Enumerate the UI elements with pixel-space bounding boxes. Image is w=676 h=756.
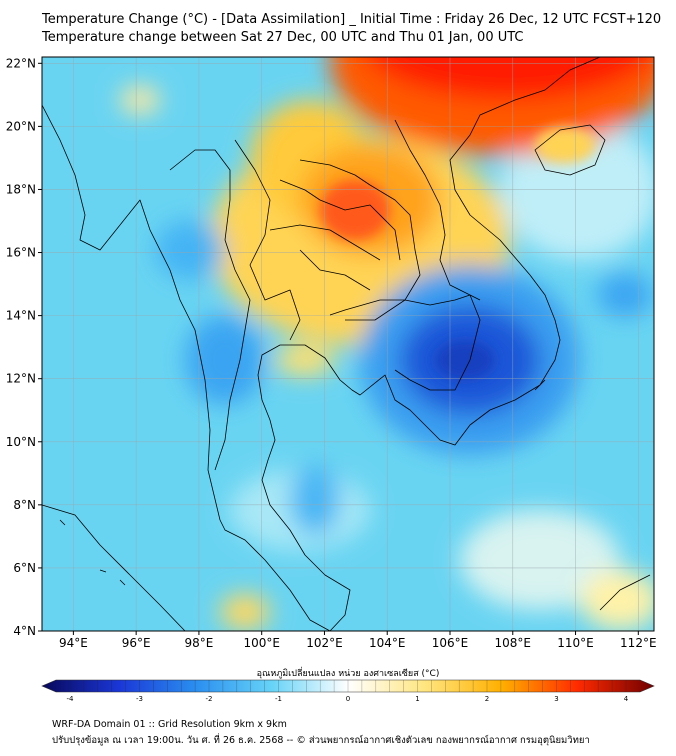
colorbar-tick-label: 0: [346, 695, 350, 703]
lon-tick-label: 110°E: [557, 636, 594, 650]
lat-tick-label: 20°N: [6, 119, 36, 133]
colorbar-tick-label: -4: [67, 695, 75, 703]
lat-tick-label: 4°N: [13, 624, 36, 638]
lon-tick-label: 102°E: [306, 636, 343, 650]
mainland-coastline: [42, 57, 601, 631]
lat-tick-label: 6°N: [13, 561, 36, 575]
lon-tick-label: 108°E: [495, 636, 532, 650]
lon-tick-label: 98°E: [184, 636, 213, 650]
laos-vietnam-border: [394, 119, 481, 301]
hainan-coast: [534, 124, 606, 176]
lon-tick-label: 100°E: [243, 636, 280, 650]
colorbar: -4 -3 -2 -1 0 1 2 3 4 อุณหภูมิเปลี่ยนแปลง หน่วย …: [41, 666, 655, 703]
lat-tick-label: 8°N: [13, 498, 36, 512]
colorbar-ticks: -4 -3 -2 -1 0 1 2 3 4: [67, 680, 629, 703]
latitude-axis: 22°N 20°N 18°N 16°N 14°N 12°N 10°N 8°N 6°N 4°N: [6, 56, 42, 638]
colorbar-tick-label: -2: [206, 695, 213, 703]
longitude-axis: 94°E 96°E 98°E 100°E 102°E 104°E 106°E 108°E 110…: [59, 631, 657, 650]
temperature-field: [42, 57, 654, 631]
laos-thailand-border: [299, 159, 421, 316]
colorbar-tick-label: 4: [624, 695, 629, 703]
colorbar-tick-label: 1: [415, 695, 419, 703]
lat-tick-label: 14°N: [6, 309, 36, 323]
lat-tick-label: 12°N: [6, 372, 36, 386]
myanmar-border: [169, 149, 251, 471]
provinces-ne-thailand: [269, 179, 401, 291]
lon-tick-label: 112°E: [620, 636, 657, 650]
borneo-coast: [599, 574, 651, 611]
lat-tick-label: 18°N: [6, 182, 36, 196]
lon-tick-label: 104°E: [369, 636, 406, 650]
small-islands: [59, 379, 546, 586]
lat-tick-label: 16°N: [6, 246, 36, 260]
lat-tick-label: 10°N: [6, 435, 36, 449]
map-title: Temperature Change (°C) - [Data Assimila…: [42, 12, 662, 27]
colorbar-tick-label: 2: [485, 695, 489, 703]
footer-domain-info: WRF-DA Domain 01 :: Grid Resolution 9km …: [52, 719, 287, 730]
sumatra-coast: [42, 504, 186, 631]
lon-tick-label: 106°E: [432, 636, 469, 650]
plot-frame: [41, 56, 655, 632]
lon-tick-label: 96°E: [122, 636, 151, 650]
thailand-border: [234, 139, 301, 341]
coastlines-and-borders: [42, 57, 651, 631]
colorbar-tick-label: -1: [275, 695, 282, 703]
footer-update-info: ปรับปรุงข้อมูล ณ เวลา 19:00น. วัน ศ. ที่…: [52, 735, 590, 746]
colorbar-label: อุณหภูมิเปลี่ยนแปลง หน่วย องศาเซลเซียส (…: [257, 666, 440, 679]
colorbar-tick-label: 3: [554, 695, 558, 703]
cambodia-border: [345, 294, 481, 391]
map-subtitle: Temperature change between Sat 27 Dec, 0…: [42, 30, 524, 45]
lon-tick-label: 94°E: [59, 636, 88, 650]
lat-tick-label: 22°N: [6, 56, 36, 70]
colorbar-tick-label: -3: [136, 695, 143, 703]
